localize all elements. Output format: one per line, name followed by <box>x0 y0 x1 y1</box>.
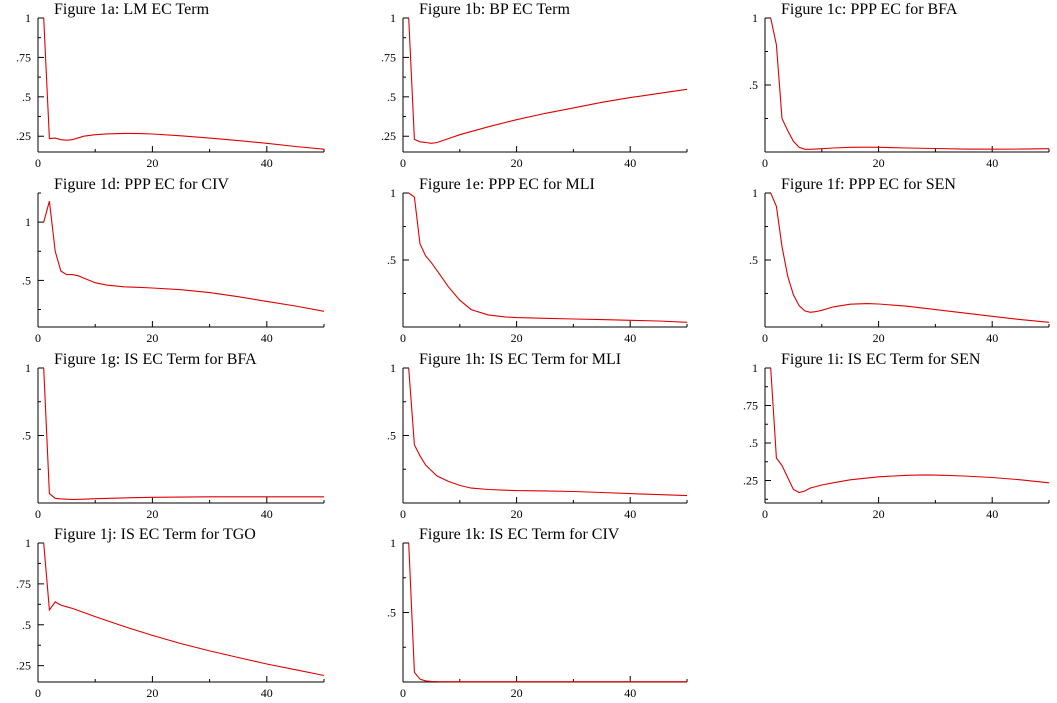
x-tick-label: 20 <box>873 156 885 170</box>
x-tick-label: 40 <box>986 156 998 170</box>
chart-title: Figure 1f: PPP EC for SEN <box>781 176 956 193</box>
y-tick-label: 1 <box>752 361 758 375</box>
x-tick-label: 20 <box>146 156 158 170</box>
series-line <box>408 192 688 323</box>
y-tick-label: .5 <box>387 253 396 267</box>
x-tick-label: 0 <box>35 331 41 345</box>
y-tick-label: 1 <box>752 186 758 200</box>
y-tick-label: 1 <box>25 11 31 25</box>
y-tick-label: 1 <box>25 215 31 229</box>
y-tick-label: .5 <box>22 273 31 287</box>
y-tick-label: .25 <box>743 474 758 488</box>
series-line <box>43 201 325 312</box>
chart-panel: .25 .5 .75 1 0 20 40 Figure 1j: IS EC Term for … <box>16 526 325 700</box>
x-tick-label: 20 <box>146 507 158 521</box>
y-tick-label: 1 <box>390 361 396 375</box>
x-tick-label: 20 <box>146 686 158 700</box>
series-line <box>43 367 324 501</box>
y-tick-label: .5 <box>22 90 31 104</box>
chart-title: Figure 1e: PPP EC for MLI <box>419 176 595 193</box>
chart-panel: .25 .5 .75 1 0 20 40 Figure 1a: LM EC Term <box>16 1 325 170</box>
series-line <box>408 367 688 497</box>
chart-panel: .5 1 0 20 40 Figure 1k: IS EC Term for CIV <box>387 526 688 700</box>
chart-title: Figure 1d: PPP EC for CIV <box>54 176 229 193</box>
y-tick-label: .5 <box>749 78 758 92</box>
x-tick-label: 0 <box>35 156 41 170</box>
x-tick-label: 40 <box>624 331 636 345</box>
chart-title: Figure 1j: IS EC Term for TGO <box>54 526 256 543</box>
x-tick-label: 40 <box>261 156 273 170</box>
y-tick-label: .75 <box>16 50 31 64</box>
x-tick-label: 20 <box>873 331 885 345</box>
series-line <box>408 542 687 683</box>
x-tick-label: 20 <box>873 507 885 521</box>
x-tick-label: 40 <box>624 156 636 170</box>
y-tick-label: 1 <box>390 11 396 25</box>
chart-title: Figure 1a: LM EC Term <box>54 1 210 18</box>
x-tick-label: 40 <box>624 507 636 521</box>
chart-panel: .5 1 0 20 40 Figure 1f: PPP EC for SEN <box>749 176 1050 345</box>
chart-title: Figure 1c: PPP EC for BFA <box>781 1 958 18</box>
x-tick-label: 0 <box>35 686 41 700</box>
x-tick-label: 40 <box>624 686 636 700</box>
y-tick-label: .25 <box>16 129 31 143</box>
series-line <box>43 17 325 150</box>
x-tick-label: 0 <box>762 156 768 170</box>
y-tick-label: 1 <box>752 11 758 25</box>
x-tick-label: 40 <box>986 507 998 521</box>
y-tick-label: 1 <box>390 186 396 200</box>
chart-title: Figure 1i: IS EC Term for SEN <box>781 351 981 368</box>
y-tick-label: .5 <box>387 90 396 104</box>
series-line <box>770 367 1050 494</box>
y-tick-label: .5 <box>387 429 396 443</box>
y-tick-label: .75 <box>743 399 758 413</box>
y-tick-label: 1 <box>25 536 31 550</box>
y-tick-label: .75 <box>381 50 396 64</box>
chart-title: Figure 1h: IS EC Term for MLI <box>419 351 621 368</box>
x-tick-label: 20 <box>511 507 523 521</box>
chart-title: Figure 1k: IS EC Term for CIV <box>419 526 620 543</box>
series-line <box>43 542 325 677</box>
x-tick-label: 20 <box>511 331 523 345</box>
x-tick-label: 0 <box>35 507 41 521</box>
x-tick-label: 0 <box>400 686 406 700</box>
x-tick-label: 40 <box>986 331 998 345</box>
chart-panel: .5 1 0 20 40 Figure 1g: IS EC Term for BFA <box>22 351 325 521</box>
y-tick-label: .5 <box>749 253 758 267</box>
chart-panel: .5 1 0 20 40 Figure 1c: PPP EC for BFA <box>749 1 1050 170</box>
y-tick-label: .25 <box>381 129 396 143</box>
x-tick-label: 20 <box>511 686 523 700</box>
chart-panel: .25 .5 .75 1 0 20 40 Figure 1b: BP EC Term <box>381 1 688 170</box>
y-tick-label: .5 <box>387 606 396 620</box>
x-tick-label: 40 <box>261 331 273 345</box>
chart-panel: .5 1 0 20 40 Figure 1e: PPP EC for MLI <box>387 176 688 345</box>
x-tick-label: 0 <box>762 507 768 521</box>
chart-panel: .5 1 0 20 40 Figure 1d: PPP EC for CIV <box>22 176 325 345</box>
y-tick-label: 1 <box>25 361 31 375</box>
x-tick-label: 0 <box>400 156 406 170</box>
series-line <box>770 17 1050 150</box>
y-tick-label: .5 <box>22 429 31 443</box>
y-tick-label: .75 <box>16 577 31 591</box>
y-tick-label: 1 <box>390 536 396 550</box>
y-tick-label: .5 <box>749 436 758 450</box>
x-tick-label: 0 <box>400 507 406 521</box>
x-tick-label: 20 <box>511 156 523 170</box>
y-tick-label: .25 <box>16 659 31 673</box>
x-tick-label: 40 <box>261 686 273 700</box>
y-tick-label: .5 <box>22 618 31 632</box>
x-tick-label: 20 <box>146 331 158 345</box>
series-line <box>770 192 1050 323</box>
chart-panel: .25 .5 .75 1 0 20 40 Figure 1i: IS EC Term for … <box>743 351 1050 521</box>
x-tick-label: 0 <box>762 331 768 345</box>
x-tick-label: 0 <box>400 331 406 345</box>
chart-title: Figure 1b: BP EC Term <box>419 1 570 18</box>
chart-title: Figure 1g: IS EC Term for BFA <box>54 351 257 368</box>
chart-panel: .5 1 0 20 40 Figure 1h: IS EC Term for MLI <box>387 351 688 521</box>
series-line <box>408 17 688 144</box>
x-tick-label: 40 <box>261 507 273 521</box>
